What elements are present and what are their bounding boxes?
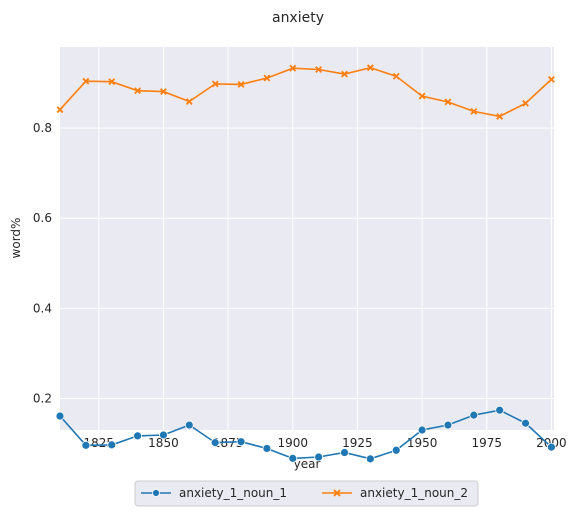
data-point: [496, 112, 504, 120]
legend: anxiety_1_noun_1 anxiety_1_noun_2: [134, 480, 479, 507]
data-point: [108, 78, 116, 86]
data-point: [237, 80, 245, 88]
data-point: [547, 442, 556, 452]
data-point: [521, 418, 530, 428]
series-line-2: [59, 66, 552, 118]
data-point: [443, 420, 453, 430]
data-point: [211, 80, 219, 88]
x-axis-ticks: 18251850187519001925195019752000: [84, 436, 567, 450]
legend-label-series-2: anxiety_1_noun_2: [360, 486, 468, 500]
data-point: [133, 431, 142, 441]
data-point: [365, 454, 375, 464]
data-point: [55, 411, 65, 421]
data-point: [236, 437, 246, 447]
x-tick-label: 1875: [213, 436, 244, 450]
series-layer: [55, 64, 556, 464]
data-point: [366, 64, 374, 72]
y-tick-label: 0.6: [33, 211, 52, 225]
legend-marker-series-2: [333, 489, 341, 497]
series-1: [55, 405, 556, 464]
y-axis-label: word%: [9, 218, 23, 259]
x-tick-label: 1825: [84, 436, 115, 450]
data-point: [81, 440, 91, 450]
data-point: [391, 445, 401, 455]
data-point: [495, 405, 505, 415]
data-point: [315, 66, 323, 73]
data-point: [134, 87, 142, 95]
data-point: [470, 107, 478, 115]
data-point: [522, 99, 529, 107]
data-point: [82, 77, 90, 85]
data-point: [210, 438, 220, 448]
data-point: [107, 440, 117, 450]
legend-item-series-1: anxiety_1_noun_1: [141, 486, 287, 500]
data-point: [160, 88, 167, 96]
x-tick-label: 1925: [342, 436, 373, 450]
x-tick-label: 1900: [278, 436, 309, 450]
x-tick-label: 1850: [148, 436, 179, 450]
y-tick-label: 0.8: [33, 121, 52, 135]
x-axis-label: year: [294, 457, 321, 471]
y-tick-label: 0.2: [33, 391, 52, 405]
grid-lines: [60, 47, 554, 430]
x-tick-label: 1950: [407, 436, 438, 450]
y-tick-label: 0.4: [33, 301, 52, 315]
plot-area: [60, 47, 554, 430]
data-point: [392, 72, 400, 80]
data-point: [288, 453, 298, 463]
data-point: [159, 430, 168, 440]
y-axis-ticks: 0.2 0.4 0.6 0.8: [33, 121, 52, 405]
data-point: [314, 452, 324, 462]
data-point: [341, 70, 348, 78]
legend-frame: [134, 480, 479, 507]
data-point: [469, 410, 479, 420]
data-point: [444, 98, 452, 106]
data-point: [262, 444, 272, 453]
data-point: [289, 64, 297, 72]
data-point: [184, 420, 194, 430]
x-tick-label: 1975: [471, 436, 502, 450]
data-point: [547, 76, 555, 83]
legend-marker-series-1: [152, 489, 160, 497]
data-point: [263, 74, 271, 82]
data-point: [418, 92, 426, 100]
data-point: [56, 106, 64, 114]
series-2: [56, 64, 555, 120]
chart-title: anxiety: [272, 10, 324, 26]
data-point: [417, 425, 427, 435]
legend-label-series-1: anxiety_1_noun_1: [179, 486, 287, 500]
legend-item-series-2: anxiety_1_noun_2: [322, 486, 468, 500]
data-point: [185, 98, 193, 105]
data-point: [340, 448, 349, 457]
